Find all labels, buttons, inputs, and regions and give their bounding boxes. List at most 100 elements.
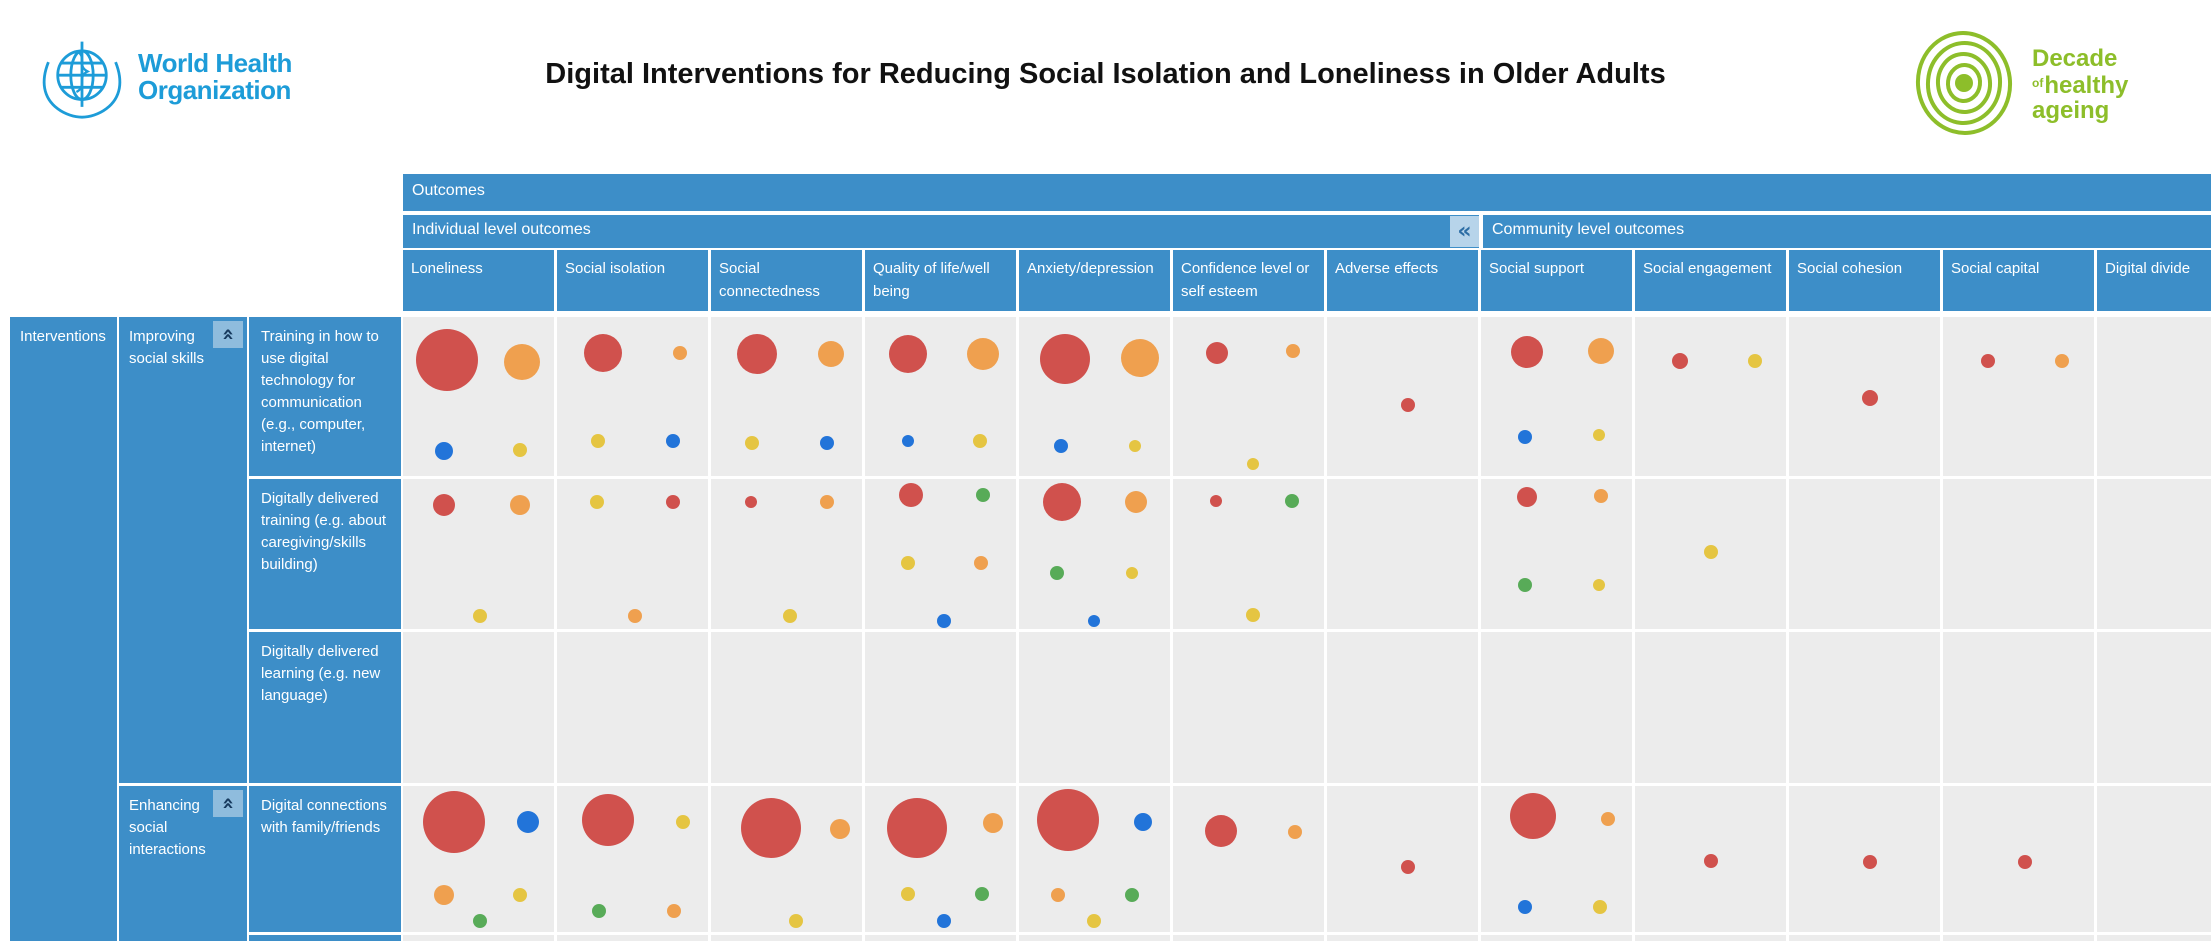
study-bubble-orange[interactable] [510, 495, 530, 515]
matrix-cell-r0c7[interactable] [1481, 317, 1632, 476]
matrix-cell-r4c10[interactable] [1943, 935, 2094, 941]
study-bubble-red[interactable] [1517, 487, 1537, 507]
study-bubble-red[interactable] [584, 334, 622, 372]
study-bubble-red[interactable] [1704, 854, 1718, 868]
matrix-cell-r4c3[interactable] [865, 935, 1016, 941]
matrix-cell-r1c5[interactable] [1173, 479, 1324, 629]
matrix-cell-r2c0[interactable] [403, 632, 554, 783]
study-bubble-red[interactable] [1510, 793, 1556, 839]
study-bubble-red[interactable] [1040, 334, 1090, 384]
study-bubble-orange[interactable] [967, 338, 999, 370]
matrix-cell-r0c11[interactable] [2097, 317, 2211, 476]
study-bubble-orange[interactable] [983, 813, 1003, 833]
study-bubble-yellow[interactable] [1593, 900, 1607, 914]
study-bubble-orange[interactable] [1125, 491, 1147, 513]
matrix-cell-r0c9[interactable] [1789, 317, 1940, 476]
matrix-cell-r0c5[interactable] [1173, 317, 1324, 476]
study-bubble-blue[interactable] [820, 436, 834, 450]
study-bubble-orange[interactable] [1588, 338, 1614, 364]
matrix-cell-r4c4[interactable] [1019, 935, 1170, 941]
matrix-cell-r3c0[interactable] [403, 786, 554, 932]
study-bubble-yellow[interactable] [1748, 354, 1762, 368]
matrix-cell-r3c3[interactable] [865, 786, 1016, 932]
study-bubble-orange[interactable] [974, 556, 988, 570]
study-bubble-red[interactable] [887, 798, 947, 858]
study-bubble-blue[interactable] [1054, 439, 1068, 453]
study-bubble-red[interactable] [1401, 398, 1415, 412]
matrix-cell-r0c2[interactable] [711, 317, 862, 476]
matrix-cell-r2c4[interactable] [1019, 632, 1170, 783]
matrix-cell-r1c1[interactable] [557, 479, 708, 629]
study-bubble-red[interactable] [1210, 495, 1222, 507]
study-bubble-yellow[interactable] [789, 914, 803, 928]
study-bubble-green[interactable] [1125, 888, 1139, 902]
study-bubble-orange[interactable] [2055, 354, 2069, 368]
study-bubble-green[interactable] [1285, 494, 1299, 508]
matrix-cell-r4c7[interactable] [1481, 935, 1632, 941]
study-bubble-red[interactable] [889, 335, 927, 373]
matrix-cell-r2c8[interactable] [1635, 632, 1786, 783]
matrix-cell-r0c8[interactable] [1635, 317, 1786, 476]
matrix-cell-r2c6[interactable] [1327, 632, 1478, 783]
study-bubble-yellow[interactable] [513, 888, 527, 902]
matrix-cell-r1c3[interactable] [865, 479, 1016, 629]
matrix-cell-r2c2[interactable] [711, 632, 862, 783]
matrix-cell-r1c11[interactable] [2097, 479, 2211, 629]
matrix-cell-r4c0[interactable] [403, 935, 554, 941]
study-bubble-blue[interactable] [902, 435, 914, 447]
matrix-cell-r1c4[interactable] [1019, 479, 1170, 629]
study-bubble-yellow[interactable] [1087, 914, 1101, 928]
study-bubble-yellow[interactable] [591, 434, 605, 448]
study-bubble-blue[interactable] [1088, 615, 1100, 627]
study-bubble-yellow[interactable] [901, 556, 915, 570]
collapse-group-button[interactable]: « [213, 321, 243, 348]
matrix-cell-r2c7[interactable] [1481, 632, 1632, 783]
study-bubble-red[interactable] [423, 791, 485, 853]
study-bubble-red[interactable] [1863, 855, 1877, 869]
matrix-cell-r1c0[interactable] [403, 479, 554, 629]
study-bubble-orange[interactable] [628, 609, 642, 623]
study-bubble-blue[interactable] [1134, 813, 1152, 831]
study-bubble-blue[interactable] [1518, 430, 1532, 444]
study-bubble-green[interactable] [1518, 578, 1532, 592]
matrix-cell-r2c11[interactable] [2097, 632, 2211, 783]
matrix-cell-r1c10[interactable] [1943, 479, 2094, 629]
matrix-cell-r3c11[interactable] [2097, 786, 2211, 932]
matrix-cell-r0c6[interactable] [1327, 317, 1478, 476]
matrix-cell-r3c7[interactable] [1481, 786, 1632, 932]
study-bubble-orange[interactable] [1286, 344, 1300, 358]
study-bubble-orange[interactable] [1288, 825, 1302, 839]
study-bubble-red[interactable] [1205, 815, 1237, 847]
study-bubble-yellow[interactable] [901, 887, 915, 901]
study-bubble-yellow[interactable] [1704, 545, 1718, 559]
study-bubble-yellow[interactable] [676, 815, 690, 829]
matrix-cell-r3c8[interactable] [1635, 786, 1786, 932]
study-bubble-yellow[interactable] [1246, 608, 1260, 622]
study-bubble-orange[interactable] [1601, 812, 1615, 826]
matrix-cell-r4c1[interactable] [557, 935, 708, 941]
matrix-cell-r3c10[interactable] [1943, 786, 2094, 932]
study-bubble-orange[interactable] [1594, 489, 1608, 503]
study-bubble-yellow[interactable] [590, 495, 604, 509]
study-bubble-red[interactable] [737, 334, 777, 374]
study-bubble-orange[interactable] [820, 495, 834, 509]
study-bubble-red[interactable] [1037, 789, 1099, 851]
study-bubble-yellow[interactable] [473, 609, 487, 623]
study-bubble-red[interactable] [1672, 353, 1688, 369]
study-bubble-yellow[interactable] [783, 609, 797, 623]
matrix-cell-r3c1[interactable] [557, 786, 708, 932]
matrix-cell-r0c4[interactable] [1019, 317, 1170, 476]
matrix-cell-r0c0[interactable] [403, 317, 554, 476]
matrix-cell-r3c5[interactable] [1173, 786, 1324, 932]
study-bubble-orange[interactable] [504, 344, 540, 380]
study-bubble-yellow[interactable] [973, 434, 987, 448]
study-bubble-orange[interactable] [830, 819, 850, 839]
study-bubble-blue[interactable] [1518, 900, 1532, 914]
study-bubble-yellow[interactable] [1593, 429, 1605, 441]
matrix-cell-r1c2[interactable] [711, 479, 862, 629]
matrix-cell-r1c7[interactable] [1481, 479, 1632, 629]
study-bubble-green[interactable] [975, 887, 989, 901]
matrix-cell-r2c1[interactable] [557, 632, 708, 783]
matrix-cell-r4c11[interactable] [2097, 935, 2211, 941]
study-bubble-red[interactable] [741, 798, 801, 858]
